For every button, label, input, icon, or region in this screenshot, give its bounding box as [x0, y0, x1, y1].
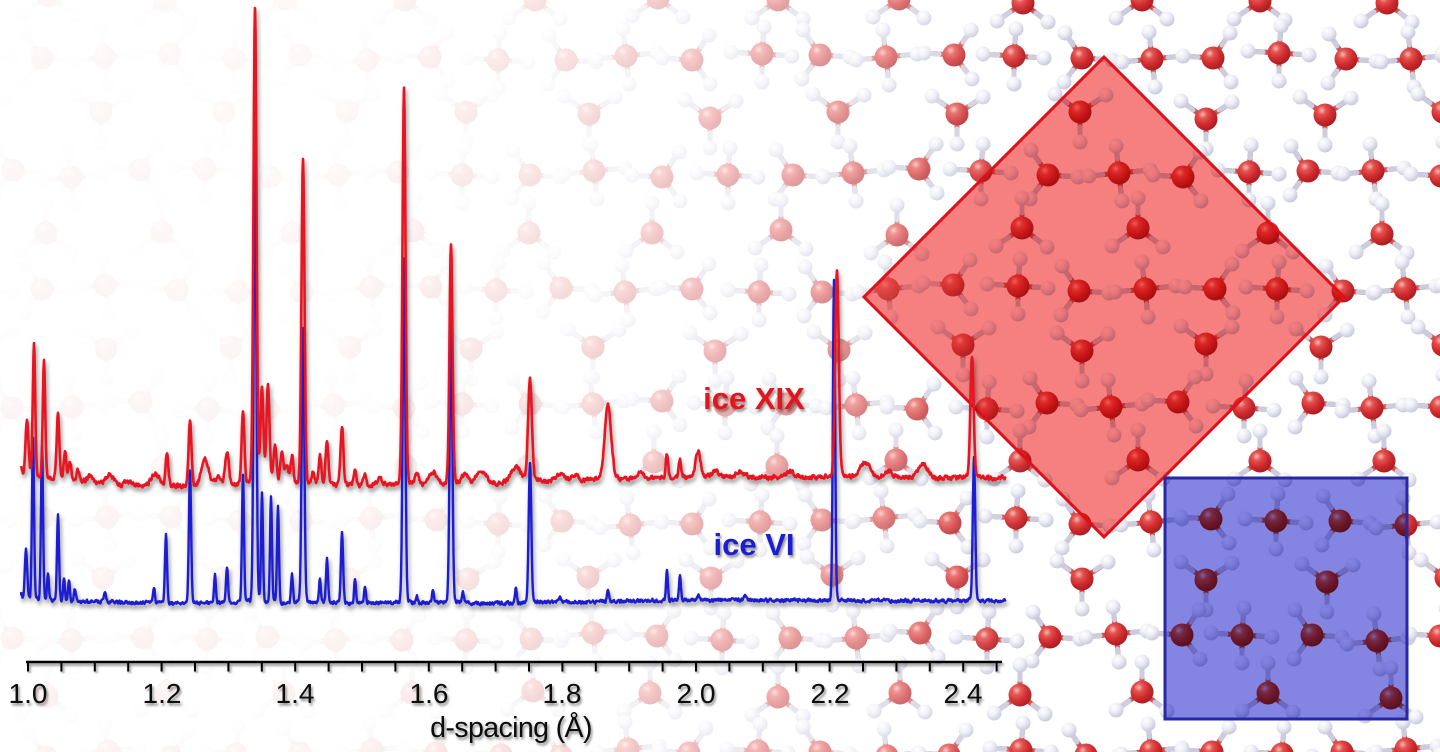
- svg-text:d-spacing (Å): d-spacing (Å): [430, 712, 592, 744]
- svg-text:2.0: 2.0: [677, 678, 716, 709]
- svg-text:1.6: 1.6: [410, 678, 449, 709]
- svg-text:2.4: 2.4: [944, 678, 983, 709]
- svg-text:ice XIX: ice XIX: [703, 381, 805, 416]
- svg-text:1.4: 1.4: [276, 678, 315, 709]
- svg-text:1.8: 1.8: [543, 678, 582, 709]
- svg-text:2.2: 2.2: [811, 678, 850, 709]
- svg-text:ice VI: ice VI: [714, 527, 795, 562]
- svg-text:1.0: 1.0: [9, 678, 48, 709]
- svg-text:1.2: 1.2: [143, 678, 182, 709]
